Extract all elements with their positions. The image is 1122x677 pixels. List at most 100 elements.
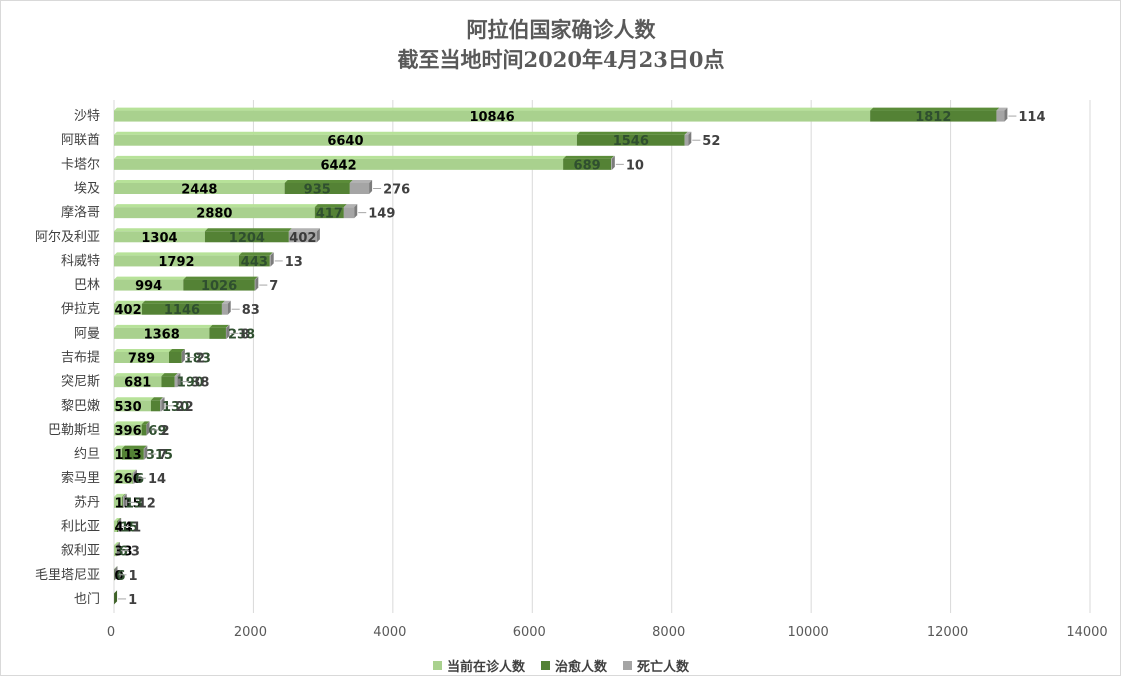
bar-segment (174, 376, 178, 388)
bar-top-face (160, 397, 165, 401)
data-label: 14 (148, 472, 166, 487)
data-label: 1 (128, 569, 137, 584)
legend: 当前在诊人数 治愈人数 死亡人数 (0, 656, 1122, 675)
legend-swatch (623, 661, 632, 670)
bar-top-face (114, 542, 120, 546)
data-label: 1812 (915, 110, 951, 125)
category-label: 吉布提 (61, 350, 100, 366)
data-label: 2 (161, 424, 170, 439)
category-label: 阿曼 (74, 326, 100, 341)
data-label: 13 (285, 255, 303, 270)
bar-top-face (225, 324, 230, 328)
data-label: 935 (304, 183, 331, 198)
data-label: 1 (132, 521, 141, 536)
data-label: 1146 (164, 303, 200, 318)
bar-segment (141, 424, 147, 436)
data-label: 315 (146, 448, 173, 463)
bar-side-face (255, 276, 259, 291)
data-label: 1 (128, 593, 137, 608)
category-label: 伊拉克 (61, 302, 100, 317)
bar-segment (114, 207, 315, 219)
data-label: 130 (162, 400, 189, 415)
bar-side-face (161, 397, 165, 412)
category-label: 黎巴嫩 (61, 399, 100, 414)
data-label: 402 (289, 231, 316, 246)
bar-side-face (177, 373, 181, 388)
data-label: 83 (242, 303, 260, 318)
data-label: 6640 (327, 134, 363, 149)
bar-segment (132, 472, 134, 484)
bar-segment (611, 158, 612, 170)
bar-top-face (563, 155, 615, 159)
data-label: 417 (316, 207, 343, 222)
bar-segment (221, 303, 228, 315)
data-label: 1204 (229, 231, 265, 246)
bar-side-face (270, 252, 274, 267)
data-label: 789 (128, 352, 155, 367)
bar-segment (114, 496, 123, 508)
bar-top-face (870, 107, 1000, 111)
bar-side-face (181, 349, 185, 363)
data-label: 3 (131, 545, 140, 560)
bar-segment (114, 521, 118, 532)
bar-segment (209, 327, 226, 339)
bar-segment (684, 134, 689, 146)
bar-top-face (132, 469, 136, 473)
data-label: 15 (120, 521, 138, 536)
category-label: 埃及 (74, 182, 100, 197)
bar-segment (122, 496, 123, 508)
data-label: 113 (115, 448, 142, 463)
data-label: 396 (115, 424, 142, 439)
data-label: 149 (368, 207, 395, 222)
bar-top-face (114, 155, 567, 159)
data-label: 681 (124, 376, 151, 391)
bar-segment (996, 110, 1005, 122)
bar-top-face (114, 566, 118, 570)
bar-top-face (114, 131, 580, 135)
bar-segment (114, 158, 564, 170)
category-label: 阿尔及利亚 (35, 230, 100, 245)
data-label: 6442 (320, 158, 356, 173)
bar-top-face (114, 469, 136, 473)
data-label: 1368 (144, 327, 180, 342)
bar-top-face (349, 180, 373, 183)
bar-top-face (288, 228, 320, 232)
bar-top-face (114, 590, 118, 594)
bar-side-face (114, 590, 118, 605)
data-label: 10846 (469, 110, 514, 125)
bar-top-face (146, 421, 150, 425)
bar-top-face (150, 397, 164, 401)
data-label: 276 (383, 183, 410, 198)
category-label: 卡塔尔 (61, 157, 100, 172)
bar-segment (114, 352, 170, 363)
data-label: 443 (241, 255, 268, 270)
bar-segment (183, 279, 255, 291)
bar-top-face (576, 131, 688, 135)
data-label: 2880 (196, 207, 232, 222)
bar-side-face (116, 542, 120, 557)
bar-segment (563, 158, 612, 170)
bar-top-face (996, 107, 1008, 111)
bar-top-face (122, 493, 126, 497)
data-label: 7 (269, 279, 278, 294)
bar-segment (870, 110, 997, 122)
gridlines (113, 100, 1091, 613)
data-label: 114 (1018, 110, 1045, 125)
bar-top-face (114, 276, 187, 280)
bar-segment (314, 207, 344, 219)
bar-segment (238, 255, 270, 267)
data-label: 69 (148, 424, 166, 439)
legend-item: 治愈人数 (540, 656, 607, 675)
bar-top-face (221, 300, 231, 304)
legend-item: 死亡人数 (623, 656, 689, 675)
bar-top-face (169, 349, 185, 352)
bar-top-face (114, 204, 318, 208)
data-label: 530 (115, 400, 142, 415)
x-tick-label: 14000 (1066, 625, 1107, 640)
category-label: 摩洛哥 (61, 205, 100, 221)
bar-segment (114, 424, 142, 436)
bar-segment (122, 496, 124, 508)
bar-top-face (114, 397, 154, 401)
